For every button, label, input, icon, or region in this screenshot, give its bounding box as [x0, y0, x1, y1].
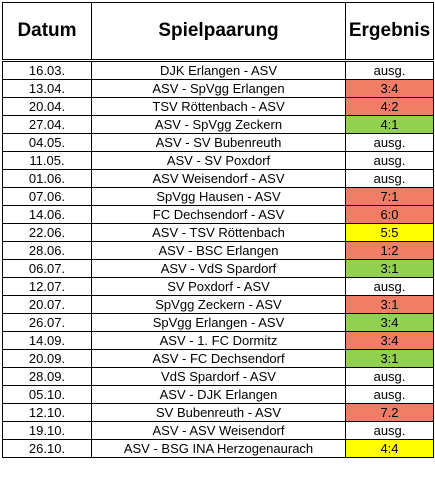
match-pairing-cell: VdS Spardorf - ASV: [91, 367, 346, 386]
match-result-cell: ausg.: [345, 367, 434, 386]
table-row: 14.06. FC Dechsendorf - ASV 6:0: [2, 205, 434, 224]
match-result-cell: ausg.: [345, 151, 434, 170]
match-date-cell: 07.06.: [2, 187, 92, 206]
match-date-cell: 01.06.: [2, 169, 92, 188]
match-result-cell: 3:1: [345, 295, 434, 314]
match-result-cell: 3:1: [345, 259, 434, 278]
match-date-cell: 20.07.: [2, 295, 92, 314]
match-pairing-cell: SpVgg Erlangen - ASV: [91, 313, 346, 332]
match-date-cell: 12.10.: [2, 403, 92, 422]
table-row: 06.07. ASV - VdS Spardorf 3:1: [2, 259, 434, 278]
table-row: 01.06. ASV Weisendorf - ASV ausg.: [2, 169, 434, 188]
table-row: 26.07. SpVgg Erlangen - ASV 3:4: [2, 313, 434, 332]
match-pairing-cell: TSV Röttenbach - ASV: [91, 97, 346, 116]
match-date-cell: 12.07.: [2, 277, 92, 296]
match-result-cell: ausg.: [345, 60, 434, 80]
match-result-cell: 3:1: [345, 349, 434, 368]
match-date-cell: 14.09.: [2, 331, 92, 350]
match-date-cell: 20.09.: [2, 349, 92, 368]
match-pairing-cell: SV Bubenreuth - ASV: [91, 403, 346, 422]
match-pairing-cell: FC Dechsendorf - ASV: [91, 205, 346, 224]
match-date-cell: 05.10.: [2, 385, 92, 404]
table-row: 11.05. ASV - SV Poxdorf ausg.: [2, 151, 434, 170]
match-pairing-cell: ASV - SV Bubenreuth: [91, 133, 346, 152]
match-result-cell: ausg.: [345, 169, 434, 188]
match-result-cell: ausg.: [345, 421, 434, 440]
match-date-cell: 16.03.: [2, 60, 92, 80]
table-row: 07.06. SpVgg Hausen - ASV 7:1: [2, 187, 434, 206]
table-row: 20.07. SpVgg Zeckern - ASV 3:1: [2, 295, 434, 314]
match-pairing-cell: ASV - VdS Spardorf: [91, 259, 346, 278]
match-result-cell: 4:1: [345, 115, 434, 134]
match-date-cell: 06.07.: [2, 259, 92, 278]
match-pairing-cell: ASV - SpVgg Erlangen: [91, 79, 346, 98]
table-row: 05.10. ASV - DJK Erlangen ausg.: [2, 385, 434, 404]
match-result-cell: 7.2: [345, 403, 434, 422]
match-date-cell: 14.06.: [2, 205, 92, 224]
match-result-cell: ausg.: [345, 277, 434, 296]
header-result: Ergebnis: [345, 2, 434, 62]
match-result-cell: 5:5: [345, 223, 434, 242]
match-pairing-cell: ASV - SpVgg Zeckern: [91, 115, 346, 134]
match-pairing-cell: ASV - BSG INA Herzogenaurach: [91, 439, 346, 458]
table-row: 12.07. SV Poxdorf - ASV ausg.: [2, 277, 434, 296]
match-result-cell: 7:1: [345, 187, 434, 206]
match-pairing-cell: SpVgg Hausen - ASV: [91, 187, 346, 206]
match-result-cell: 3:4: [345, 331, 434, 350]
match-date-cell: 11.05.: [2, 151, 92, 170]
match-pairing-cell: SpVgg Zeckern - ASV: [91, 295, 346, 314]
table-row: 22.06. ASV - TSV Röttenbach 5:5: [2, 223, 434, 242]
table-row: 28.06. ASV - BSC Erlangen 1:2: [2, 241, 434, 260]
match-result-cell: 6:0: [345, 205, 434, 224]
match-date-cell: 13.04.: [2, 79, 92, 98]
match-result-cell: 3:4: [345, 79, 434, 98]
table-row: 16.03. DJK Erlangen - ASV ausg.: [2, 60, 434, 80]
match-result-cell: 3:4: [345, 313, 434, 332]
match-date-cell: 22.06.: [2, 223, 92, 242]
table-row: 28.09. VdS Spardorf - ASV ausg.: [2, 367, 434, 386]
table-row: 14.09. ASV - 1. FC Dormitz 3:4: [2, 331, 434, 350]
match-pairing-cell: DJK Erlangen - ASV: [91, 60, 346, 80]
match-date-cell: 04.05.: [2, 133, 92, 152]
match-result-cell: 4:2: [345, 97, 434, 116]
table-body: 16.03. DJK Erlangen - ASV ausg. 13.04. ASV -…: [2, 60, 434, 458]
match-pairing-cell: ASV - FC Dechsendorf: [91, 349, 346, 368]
match-pairing-cell: ASV - DJK Erlangen: [91, 385, 346, 404]
match-pairing-cell: SV Poxdorf - ASV: [91, 277, 346, 296]
table-row: 26.10. ASV - BSG INA Herzogenaurach 4:4: [2, 439, 434, 458]
table-row: 20.09. ASV - FC Dechsendorf 3:1: [2, 349, 434, 368]
header-match: Spielpaarung: [91, 2, 346, 62]
table-row: 20.04. TSV Röttenbach - ASV 4:2: [2, 97, 434, 116]
table-row: 27.04. ASV - SpVgg Zeckern 4:1: [2, 115, 434, 134]
match-pairing-cell: ASV Weisendorf - ASV: [91, 169, 346, 188]
table-header-row: Datum Spielpaarung Ergebnis: [2, 2, 434, 62]
match-result-cell: 1:2: [345, 241, 434, 260]
table-row: 04.05. ASV - SV Bubenreuth ausg.: [2, 133, 434, 152]
match-pairing-cell: ASV - ASV Weisendorf: [91, 421, 346, 440]
match-date-cell: 26.10.: [2, 439, 92, 458]
table-row: 19.10. ASV - ASV Weisendorf ausg.: [2, 421, 434, 440]
match-schedule-table: Datum Spielpaarung Ergebnis 16.03. DJK Er…: [2, 2, 434, 458]
match-result-cell: ausg.: [345, 385, 434, 404]
match-result-cell: 4:4: [345, 439, 434, 458]
match-date-cell: 20.04.: [2, 97, 92, 116]
header-date: Datum: [2, 2, 92, 62]
match-date-cell: 28.09.: [2, 367, 92, 386]
match-date-cell: 27.04.: [2, 115, 92, 134]
match-pairing-cell: ASV - BSC Erlangen: [91, 241, 346, 260]
match-pairing-cell: ASV - TSV Röttenbach: [91, 223, 346, 242]
match-pairing-cell: ASV - 1. FC Dormitz: [91, 331, 346, 350]
table-row: 12.10. SV Bubenreuth - ASV 7.2: [2, 403, 434, 422]
match-date-cell: 26.07.: [2, 313, 92, 332]
match-date-cell: 19.10.: [2, 421, 92, 440]
match-result-cell: ausg.: [345, 133, 434, 152]
table-row: 13.04. ASV - SpVgg Erlangen 3:4: [2, 79, 434, 98]
match-date-cell: 28.06.: [2, 241, 92, 260]
match-pairing-cell: ASV - SV Poxdorf: [91, 151, 346, 170]
